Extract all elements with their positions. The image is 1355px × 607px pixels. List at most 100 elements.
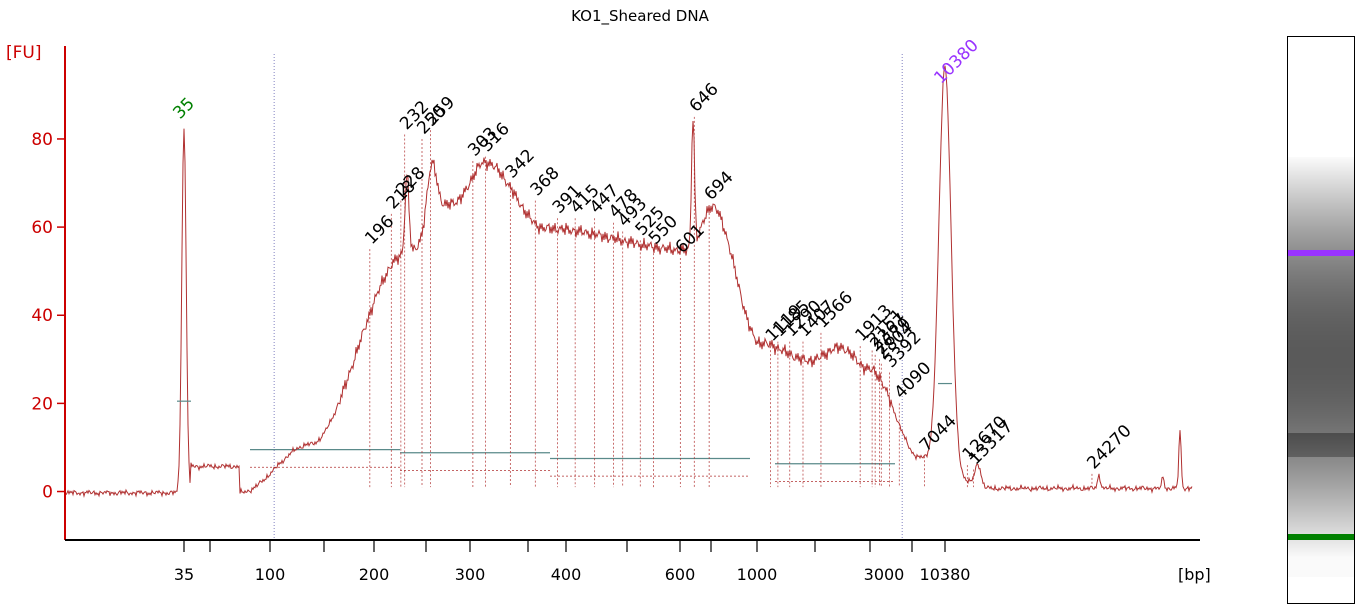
gel-density-row xyxy=(1288,291,1354,292)
gel-density-row xyxy=(1288,386,1354,387)
gel-density-row xyxy=(1288,287,1354,288)
gel-density-row xyxy=(1288,497,1354,498)
gel-density-row xyxy=(1288,382,1354,383)
gel-density-row xyxy=(1288,461,1354,462)
gel-density-row xyxy=(1288,363,1354,364)
chart-title: KO1_Sheared DNA xyxy=(571,7,709,26)
gel-density-row xyxy=(1288,556,1354,557)
gel-density-row xyxy=(1288,510,1354,511)
gel-density-row xyxy=(1288,337,1354,338)
x-tick-label-400: 400 xyxy=(551,565,582,584)
gel-density-row xyxy=(1288,546,1354,547)
gel-density-row xyxy=(1288,388,1354,389)
gel-density-row xyxy=(1288,420,1354,421)
gel-density-row xyxy=(1288,531,1354,532)
gel-density-row xyxy=(1288,191,1354,192)
gel-density-row xyxy=(1288,379,1354,380)
gel-density-row xyxy=(1288,202,1354,203)
gel-density-row xyxy=(1288,421,1354,422)
gel-density-row xyxy=(1288,159,1354,160)
gel-density-row xyxy=(1288,315,1354,316)
gel-density-row xyxy=(1288,223,1354,224)
gel-density-row xyxy=(1288,321,1354,322)
gel-density-row xyxy=(1288,307,1354,308)
gel-density-row xyxy=(1288,297,1354,298)
gel-density-row xyxy=(1288,439,1354,440)
gel-density-row xyxy=(1288,369,1354,370)
gel-density-row xyxy=(1288,327,1354,328)
gel-density-row xyxy=(1288,405,1354,406)
gel-density-row xyxy=(1288,260,1354,261)
gel-density-row xyxy=(1288,331,1354,332)
gel-density-row xyxy=(1288,208,1354,209)
gel-density-row xyxy=(1288,454,1354,455)
gel-density-row xyxy=(1288,572,1354,573)
gel-density-row xyxy=(1288,477,1354,478)
gel-density-row xyxy=(1288,174,1354,175)
gel-density-row xyxy=(1288,566,1354,567)
gel-density-row xyxy=(1288,349,1354,350)
gel-density-row xyxy=(1288,238,1354,239)
gel-density-row xyxy=(1288,567,1354,568)
gel-density-row xyxy=(1288,358,1354,359)
gel-density-row xyxy=(1288,547,1354,548)
gel-density-row xyxy=(1288,239,1354,240)
gel-density-row xyxy=(1288,543,1354,544)
gel-density-row xyxy=(1288,472,1354,473)
x-tick-label-10380: 10380 xyxy=(920,565,971,584)
x-axis-ticks: 35 100 200 300 400 600 1000 3000 10380 xyxy=(174,540,971,584)
gel-density-row xyxy=(1288,326,1354,327)
gel-density-row xyxy=(1288,278,1354,279)
gel-density-row xyxy=(1288,475,1354,476)
gel-density-row xyxy=(1288,462,1354,463)
gel-density-row xyxy=(1288,504,1354,505)
x-tick-label-1000: 1000 xyxy=(737,565,778,584)
gel-density-row xyxy=(1288,164,1354,165)
gel-density-row xyxy=(1288,370,1354,371)
peak-label-24270: 24270 xyxy=(1083,421,1135,473)
gel-density-row xyxy=(1288,192,1354,193)
gel-density-row xyxy=(1288,308,1354,309)
gel-density-row xyxy=(1288,373,1354,374)
gel-density-row xyxy=(1288,408,1354,409)
gel-density-row xyxy=(1288,389,1354,390)
gel-density-row xyxy=(1288,466,1354,467)
gel-density-row xyxy=(1288,508,1354,509)
gel-density-row xyxy=(1288,361,1354,362)
gel-density-row xyxy=(1288,182,1354,183)
gel-density-row xyxy=(1288,313,1354,314)
gel-density-row xyxy=(1288,415,1354,416)
gel-density-row xyxy=(1288,345,1354,346)
gel-density-row xyxy=(1288,571,1354,572)
gel-density-row xyxy=(1288,458,1354,459)
gel-density-row xyxy=(1288,392,1354,393)
gel-density-row xyxy=(1288,290,1354,291)
gel-density-row xyxy=(1288,267,1354,268)
gel-density-row xyxy=(1288,166,1354,167)
gel-density-row xyxy=(1288,400,1354,401)
y-tick-label-60: 60 xyxy=(31,218,53,238)
gel-density-row xyxy=(1288,359,1354,360)
gel-density-row xyxy=(1288,500,1354,501)
gel-density-row xyxy=(1288,273,1354,274)
gel-density-row xyxy=(1288,218,1354,219)
gel-density-row xyxy=(1288,542,1354,543)
gel-density-row xyxy=(1288,401,1354,402)
gel-density-row xyxy=(1288,335,1354,336)
gel-density-row xyxy=(1288,371,1354,372)
gel-density-row xyxy=(1288,517,1354,518)
peak-drop-lines xyxy=(369,116,1093,488)
gel-density-row xyxy=(1288,553,1354,554)
peak-labels: 1962182282322502593033163423683914154474… xyxy=(361,79,1136,473)
gel-density-row xyxy=(1288,450,1354,451)
gel-density-row xyxy=(1288,209,1354,210)
gel-density-row xyxy=(1288,274,1354,275)
gel-density-row xyxy=(1288,356,1354,357)
gel-density-row xyxy=(1288,418,1354,419)
gel-density-row xyxy=(1288,311,1354,312)
gel-density-row xyxy=(1288,357,1354,358)
gel-density-row xyxy=(1288,225,1354,226)
gel-density-row xyxy=(1288,292,1354,293)
gel-density-row xyxy=(1288,272,1354,273)
gel-density-row xyxy=(1288,374,1354,375)
